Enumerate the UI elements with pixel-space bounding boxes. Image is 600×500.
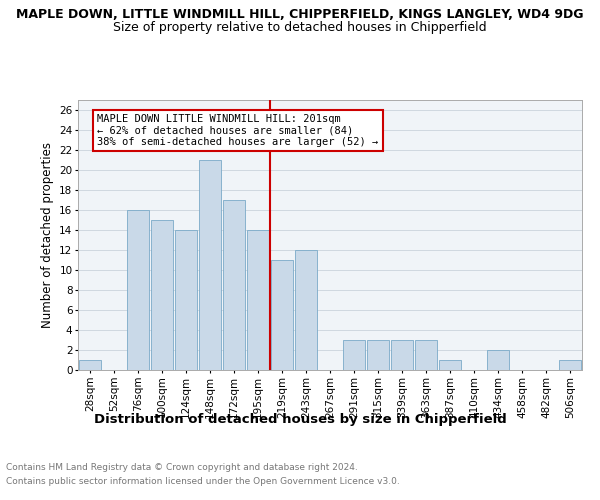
Text: Contains public sector information licensed under the Open Government Licence v3: Contains public sector information licen… [6,477,400,486]
Bar [559,360,581,370]
Bar [487,350,509,370]
Bar [391,340,413,370]
Text: MAPLE DOWN, LITTLE WINDMILL HILL, CHIPPERFIELD, KINGS LANGLEY, WD4 9DG: MAPLE DOWN, LITTLE WINDMILL HILL, CHIPPE… [16,8,584,20]
Text: Size of property relative to detached houses in Chipperfield: Size of property relative to detached ho… [113,21,487,34]
Bar [151,220,173,370]
Bar [343,340,365,370]
Bar [415,340,437,370]
Bar [127,210,149,370]
Bar [175,230,197,370]
Bar [271,260,293,370]
Bar [367,340,389,370]
Y-axis label: Number of detached properties: Number of detached properties [41,142,53,328]
Bar [295,250,317,370]
Bar [439,360,461,370]
Text: Contains HM Land Registry data © Crown copyright and database right 2024.: Contains HM Land Registry data © Crown c… [6,462,358,471]
Text: Distribution of detached houses by size in Chipperfield: Distribution of detached houses by size … [94,412,506,426]
Bar [223,200,245,370]
Text: MAPLE DOWN LITTLE WINDMILL HILL: 201sqm
← 62% of detached houses are smaller (84: MAPLE DOWN LITTLE WINDMILL HILL: 201sqm … [97,114,379,147]
Bar [247,230,269,370]
Bar [199,160,221,370]
Bar [79,360,101,370]
